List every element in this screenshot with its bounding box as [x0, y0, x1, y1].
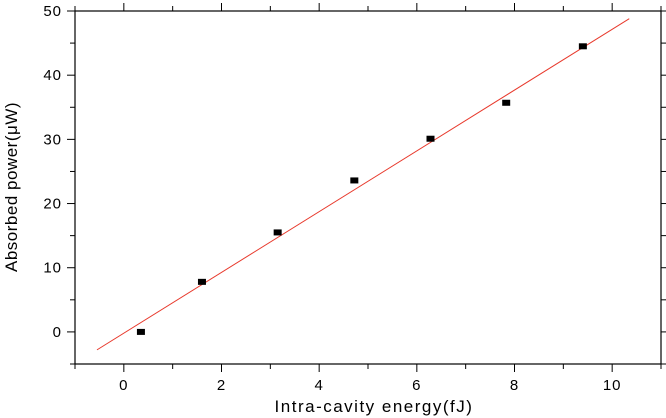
y-tick-label: 10 — [43, 260, 62, 277]
y-tick-label: 20 — [43, 196, 62, 213]
data-points-layer — [136, 43, 587, 335]
y-tick-label: 40 — [43, 67, 62, 84]
x-tick-labels: 0 2 4 6 8 10 — [119, 377, 622, 394]
y-axis-title: Absorbed power(μW) — [2, 102, 21, 272]
fit-line-layer — [96, 18, 630, 351]
y-tick-label: 30 — [43, 131, 62, 148]
data-point — [273, 229, 282, 236]
data-point — [502, 99, 511, 106]
y-tick-labels: 0 10 20 30 40 50 — [43, 3, 62, 341]
x-axis-title: Intra-cavity energy(fJ) — [275, 397, 474, 416]
x-tick-label: 2 — [217, 377, 226, 394]
x-tick-label: 6 — [412, 377, 421, 394]
y-tick-label: 50 — [43, 3, 62, 20]
x-tick-label: 4 — [314, 377, 323, 394]
data-point — [197, 278, 206, 285]
fit-line — [96, 18, 630, 351]
x-tick-label: 10 — [603, 377, 622, 394]
x-tick-label: 0 — [119, 377, 128, 394]
data-point — [350, 177, 359, 184]
plot-frame — [74, 10, 662, 365]
data-point — [136, 328, 145, 335]
data-point — [426, 135, 435, 142]
axis-ticks — [67, 3, 666, 372]
y-tick-label: 0 — [53, 324, 62, 341]
x-tick-label: 8 — [510, 377, 519, 394]
data-point — [578, 43, 587, 50]
